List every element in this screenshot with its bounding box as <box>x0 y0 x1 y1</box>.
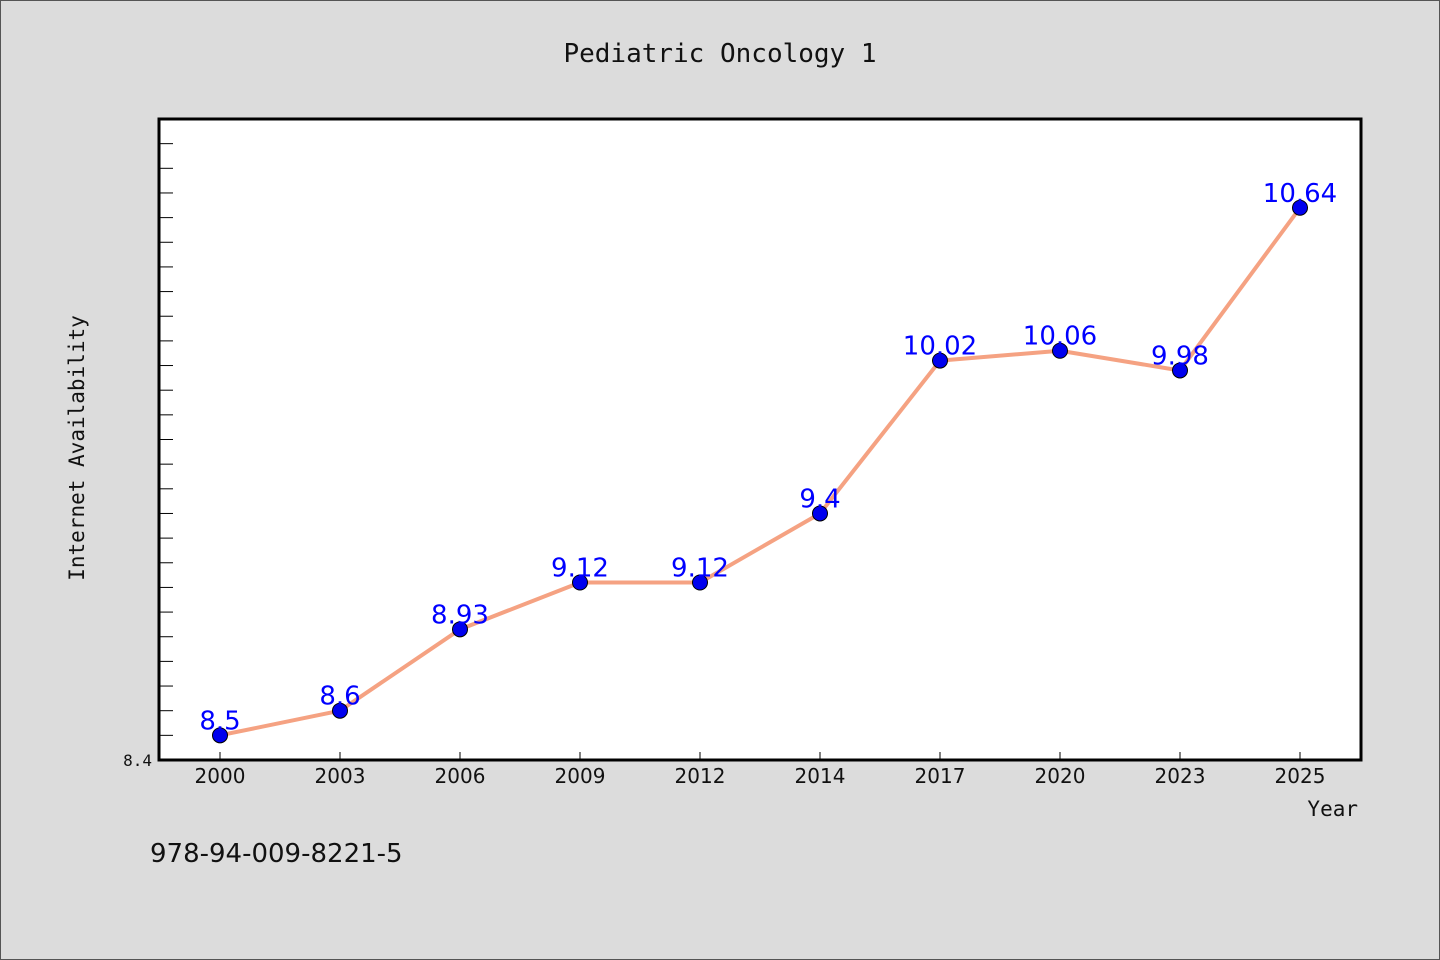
x-tick-label: 2003 <box>315 764 366 788</box>
chart-title: Pediatric Oncology 1 <box>563 39 876 69</box>
data-point <box>452 621 468 638</box>
data-label: 10.02 <box>903 332 977 362</box>
data-point <box>212 727 228 744</box>
x-tick-label: 2023 <box>1155 764 1206 788</box>
data-label: 8.5 <box>199 706 240 736</box>
x-tick-label: 2017 <box>915 764 966 788</box>
x-axis-label: Year <box>1307 797 1358 821</box>
x-tick-label: 2012 <box>675 764 726 788</box>
data-label: 8.6 <box>319 682 360 712</box>
data-label: 10.64 <box>1263 179 1337 209</box>
x-tick-label: 2009 <box>555 764 606 788</box>
plot-area <box>157 117 1363 762</box>
series-line <box>219 206 1302 738</box>
y-axis-label: Internet Availability <box>65 315 89 581</box>
x-tick-label: 2000 <box>195 764 246 788</box>
data-point <box>812 505 828 522</box>
x-tick-label: 2014 <box>795 764 846 788</box>
data-label: 9.12 <box>671 553 729 583</box>
data-point <box>332 702 348 719</box>
series-layer: 8.5 8.6 8.93 9.12 9.12 9.4 10.02 10.06 9.98 10.64 <box>199 179 1337 744</box>
data-label: 10.06 <box>1023 322 1097 352</box>
x-tick-label: 2020 <box>1035 764 1086 788</box>
x-axis-ticks: 2000 2003 2006 2009 2012 2014 2017 2020 2023 2025 <box>195 752 1326 788</box>
data-point <box>932 352 948 369</box>
data-label: 9.98 <box>1151 341 1209 371</box>
data-point <box>1292 199 1308 216</box>
data-point <box>692 574 708 591</box>
data-label: 9.4 <box>799 484 840 514</box>
y-axis-ticks: 8.4 <box>123 143 173 770</box>
x-tick-label: 2025 <box>1275 764 1326 788</box>
footer-isbn: 978-94-009-8221-5 <box>150 839 403 869</box>
y-tick-label: 8.4 <box>123 751 152 770</box>
data-point <box>1172 362 1188 379</box>
data-label: 9.12 <box>551 553 609 583</box>
data-point <box>572 574 588 591</box>
x-tick-label: 2006 <box>435 764 486 788</box>
data-label: 8.93 <box>431 600 489 630</box>
data-point <box>1052 342 1068 359</box>
